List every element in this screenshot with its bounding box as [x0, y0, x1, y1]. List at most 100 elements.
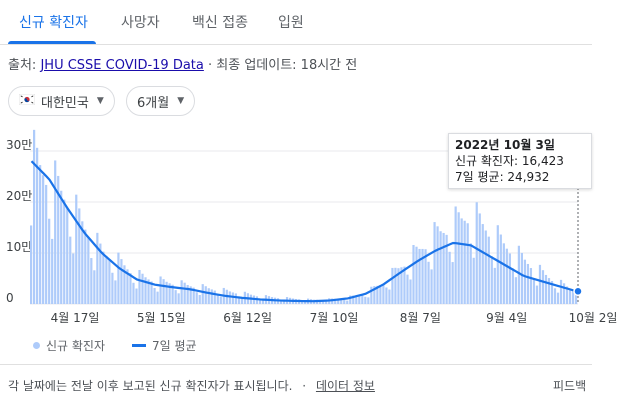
daily-case-bar: [490, 256, 493, 304]
daily-case-bar: [556, 292, 560, 304]
daily-case-bar: [454, 206, 457, 304]
daily-case-bar: [177, 293, 180, 304]
daily-case-bar: [192, 287, 195, 304]
data-info-link[interactable]: 데이터 정보: [315, 379, 375, 393]
feedback-link[interactable]: 피드백: [553, 379, 587, 393]
daily-case-bar: [430, 269, 433, 304]
daily-case-bar: [370, 286, 373, 304]
seven-day-average-line: [30, 160, 577, 303]
y-tick-label: 30만: [6, 138, 32, 152]
region-dropdown[interactable]: 대한민국 ▼: [8, 86, 115, 116]
tab-bar: 신규 확진자 사망자 백신 접종 입원: [0, 0, 592, 45]
daily-case-bar: [132, 282, 135, 304]
daily-case-bar: [340, 298, 343, 304]
daily-case-bar: [391, 267, 394, 304]
tab-vaccinations[interactable]: 백신 접종: [192, 15, 248, 31]
daily-case-bar: [388, 289, 391, 304]
tab-new-cases[interactable]: 신규 확진자: [19, 15, 88, 31]
last-updated: · 최종 업데이트: 18시간 전: [208, 58, 358, 73]
daily-case-bar: [186, 285, 189, 304]
y-tick-label: 0: [6, 291, 14, 305]
daily-case-bar: [382, 284, 385, 304]
daily-case-bar: [535, 285, 539, 304]
daily-case-bar: [39, 165, 42, 304]
daily-case-bar: [174, 290, 177, 304]
tab-hospitalizations[interactable]: 입원: [278, 15, 304, 31]
daily-case-bar: [48, 218, 51, 304]
active-tab-indicator: [8, 41, 96, 44]
daily-case-bar: [460, 218, 463, 304]
daily-case-bar: [33, 129, 36, 304]
covid-chart[interactable]: 0 10만 20만 30만 4월 17일 5월 15일 6월 12일 7월 10일 8월 7일 9…: [0, 126, 623, 326]
daily-case-bar: [219, 296, 222, 304]
daily-case-bar: [487, 236, 490, 304]
daily-case-bar: [159, 276, 162, 304]
daily-case-bar: [343, 299, 346, 304]
daily-case-bar: [147, 279, 150, 304]
daily-case-bar: [216, 294, 219, 304]
daily-case-bar: [367, 297, 370, 304]
chevron-down-icon: ▼: [177, 96, 185, 106]
daily-case-bar: [75, 194, 78, 304]
daily-case-bar: [54, 160, 57, 304]
daily-case-bar: [562, 283, 566, 304]
daily-case-bar: [568, 288, 572, 304]
daily-case-bar: [207, 288, 210, 304]
daily-case-bar: [466, 223, 469, 304]
daily-case-bar: [559, 279, 563, 304]
x-tick-label: 10월 2일: [569, 311, 618, 325]
daily-case-bar: [180, 280, 183, 304]
daily-case-bar: [361, 294, 364, 304]
daily-case-bar: [129, 273, 132, 304]
period-label: 6개월: [137, 95, 170, 111]
daily-case-bar: [111, 272, 114, 304]
daily-case-bar: [156, 291, 159, 304]
daily-case-bar: [114, 280, 117, 304]
legend-line-label: 7일 평균: [152, 339, 197, 353]
daily-case-bar: [406, 274, 409, 304]
daily-case-bar: [66, 208, 69, 304]
daily-case-bar: [81, 221, 84, 304]
daily-case-bar: [322, 300, 325, 304]
daily-case-bar: [168, 283, 171, 304]
korea-flag-icon: [18, 93, 36, 109]
source-link[interactable]: JHU CSSE COVID-19 Data: [40, 58, 204, 73]
y-tick-label: 20만: [6, 189, 32, 203]
daily-case-bar: [78, 208, 81, 304]
daily-case-bar: [87, 237, 90, 304]
daily-case-bar: [99, 243, 102, 304]
period-dropdown[interactable]: 6개월 ▼: [126, 86, 196, 116]
daily-case-bar: [234, 293, 237, 304]
source-prefix: 출처:: [8, 58, 37, 73]
daily-case-bar: [514, 277, 517, 304]
daily-case-bar: [126, 269, 129, 304]
daily-case-bar: [526, 263, 530, 304]
daily-case-bar: [520, 252, 523, 304]
daily-case-bar: [379, 284, 382, 304]
daily-case-bar: [96, 232, 99, 304]
daily-case-bar: [544, 274, 548, 304]
daily-case-bar: [574, 295, 578, 304]
daily-case-bar: [72, 253, 75, 304]
daily-case-bar: [30, 225, 33, 304]
daily-case-bar: [472, 257, 475, 304]
daily-case-bar: [385, 287, 388, 304]
daily-case-bar: [412, 245, 415, 304]
daily-case-bar: [475, 202, 478, 304]
daily-case-bar: [433, 222, 436, 304]
tooltip-average: 7일 평균: 24,932: [455, 170, 550, 184]
daily-case-bar: [204, 286, 207, 304]
daily-case-bar: [517, 245, 520, 304]
daily-case-bar: [198, 295, 201, 304]
tab-deaths[interactable]: 사망자: [121, 15, 160, 31]
daily-case-bar: [45, 184, 48, 304]
x-tick-label: 9월 4일: [486, 311, 527, 325]
daily-case-bar: [279, 299, 283, 304]
daily-case-bar: [183, 282, 186, 304]
daily-case-bar: [231, 292, 234, 304]
region-label: 대한민국: [41, 95, 89, 111]
footer-note: 각 날짜에는 전날 이후 보고된 신규 확진자가 표시됩니다. · 데이터 정보: [8, 377, 375, 394]
daily-case-bar: [409, 279, 412, 304]
daily-case-bar: [282, 300, 286, 304]
daily-case-bar: [436, 226, 439, 304]
